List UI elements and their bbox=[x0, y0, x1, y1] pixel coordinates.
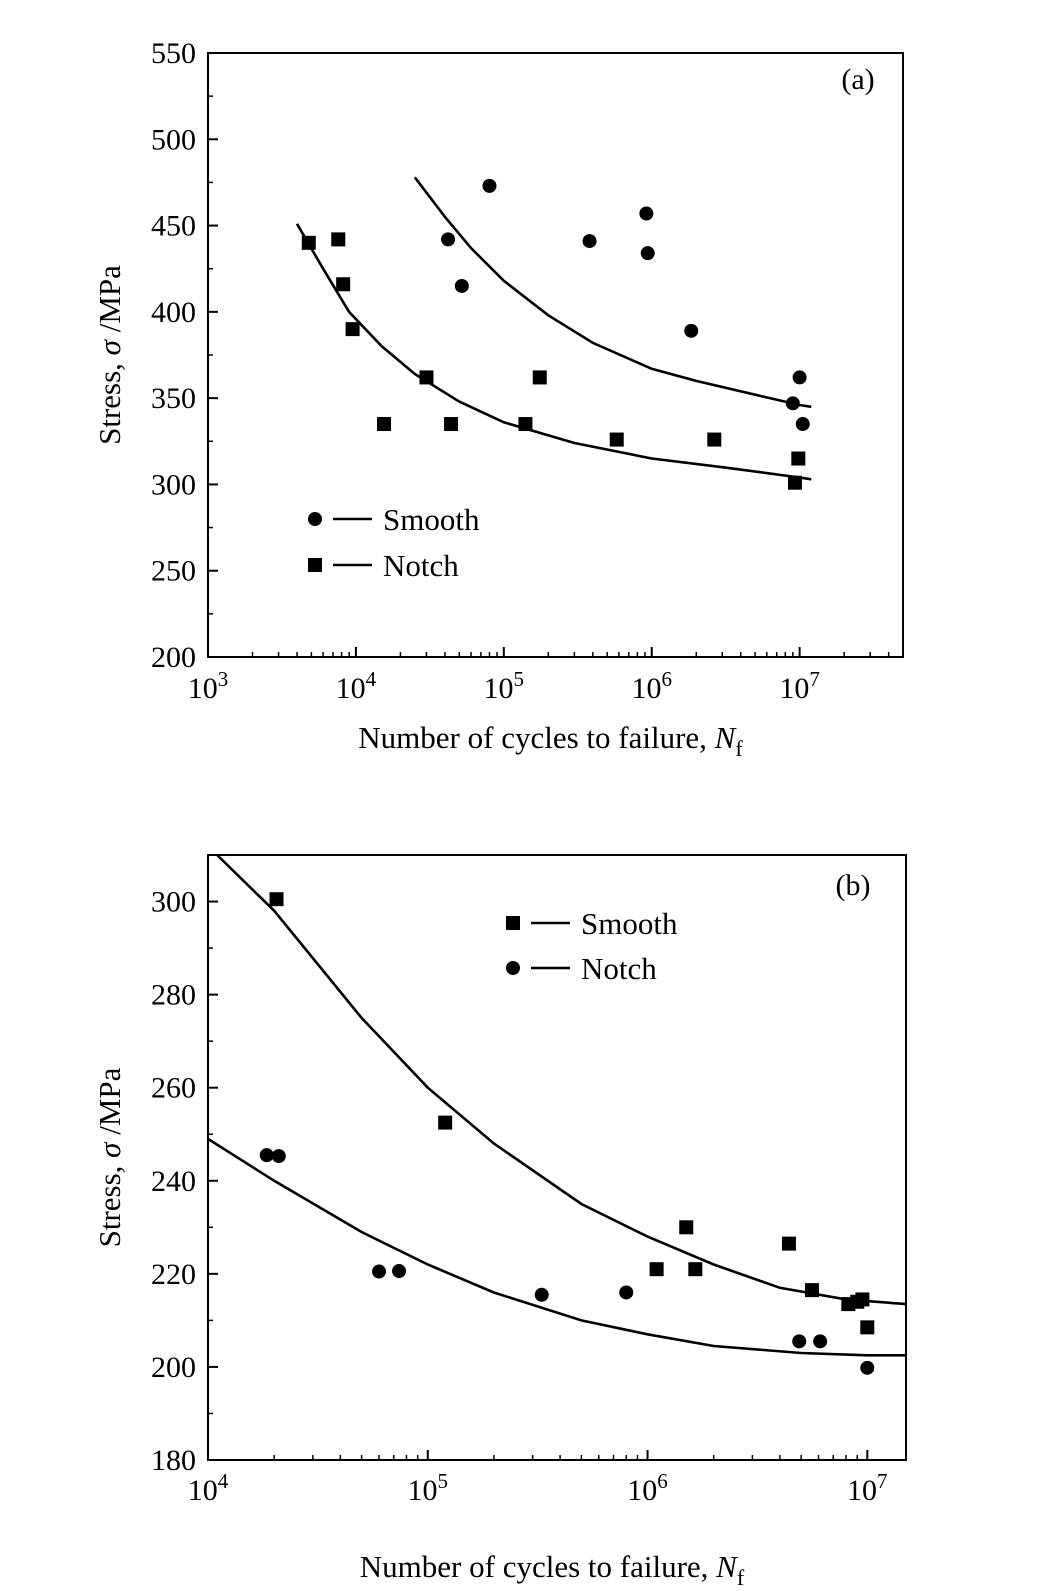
x-axis-title: Number of cycles to failure, Nf bbox=[360, 1549, 745, 1590]
data-point-smooth bbox=[640, 246, 655, 261]
x-tick-label: 103 bbox=[188, 667, 229, 705]
legend-marker-notch bbox=[308, 558, 322, 572]
data-point-smooth bbox=[582, 234, 597, 249]
fit-curve-smooth bbox=[413, 176, 812, 409]
data-point-smooth bbox=[441, 232, 456, 247]
y-tick-label: 180 bbox=[151, 1444, 196, 1477]
data-point-notch bbox=[271, 1149, 286, 1164]
data-point-smooth bbox=[792, 370, 807, 385]
data-point-smooth bbox=[454, 278, 469, 293]
y-axis-title: Stress, σ /MPa bbox=[92, 1067, 127, 1247]
data-point-smooth bbox=[684, 323, 699, 338]
chart-panel-a: 200 250 300 350 400 450 500 550 103 104 105 106 107 N… bbox=[92, 37, 904, 761]
data-point-smooth bbox=[649, 1262, 664, 1277]
data-point-smooth bbox=[795, 417, 810, 432]
fit-curve-notch bbox=[208, 1137, 906, 1357]
y-tick-label: 280 bbox=[151, 979, 196, 1012]
y-tick-label: 240 bbox=[151, 1165, 196, 1198]
y-tick-label: 400 bbox=[151, 296, 196, 329]
data-point-smooth bbox=[785, 396, 800, 411]
panel-label: (a) bbox=[841, 63, 874, 96]
data-point-notch bbox=[372, 1264, 387, 1279]
x-tick-label: 105 bbox=[484, 667, 525, 705]
y-tick-label: 250 bbox=[151, 555, 196, 588]
x-tick-label: 107 bbox=[779, 667, 820, 705]
x-axis-title: Number of cycles to failure, Nf bbox=[358, 720, 743, 761]
data-point-notch bbox=[532, 370, 547, 385]
panel-label: (b) bbox=[836, 869, 871, 902]
data-point-notch bbox=[619, 1285, 634, 1300]
y-axis-title: Stress, σ /MPa bbox=[92, 265, 127, 445]
legend-marker-smooth bbox=[308, 512, 322, 526]
data-point-smooth bbox=[804, 1283, 819, 1298]
data-point-smooth bbox=[482, 178, 497, 193]
legend-label-smooth: Smooth bbox=[383, 502, 480, 537]
chart-panel-b: 180 200 220 240 260 280 300 104 105 106 107 Number … bbox=[92, 854, 907, 1590]
data-point-notch bbox=[345, 322, 360, 337]
data-point-notch bbox=[860, 1360, 875, 1375]
data-point-notch bbox=[419, 370, 434, 385]
data-point-notch bbox=[301, 235, 316, 250]
data-point-notch bbox=[331, 232, 346, 247]
x-tick-label: 106 bbox=[627, 1469, 668, 1507]
data-point-smooth bbox=[860, 1320, 875, 1335]
y-tick-label: 300 bbox=[151, 468, 196, 501]
y-tick-label: 200 bbox=[151, 641, 196, 674]
data-point-notch bbox=[787, 475, 802, 490]
data-point-notch bbox=[813, 1334, 828, 1349]
x-tick-label: 106 bbox=[631, 667, 672, 705]
y-tick-label: 220 bbox=[151, 1258, 196, 1291]
data-point-notch bbox=[444, 417, 459, 432]
data-point-notch bbox=[336, 277, 351, 292]
data-point-notch bbox=[707, 432, 722, 447]
y-tick-label: 350 bbox=[151, 382, 196, 415]
y-tick-label: 300 bbox=[151, 886, 196, 919]
data-point-notch bbox=[792, 1334, 807, 1349]
y-tick-label: 550 bbox=[151, 37, 196, 70]
data-point-smooth bbox=[438, 1115, 453, 1130]
data-point-smooth bbox=[269, 892, 284, 907]
data-point-notch bbox=[609, 432, 624, 447]
data-point-smooth bbox=[639, 206, 654, 221]
y-tick-label: 500 bbox=[151, 123, 196, 156]
data-point-notch bbox=[791, 451, 806, 466]
data-point-smooth bbox=[781, 1236, 796, 1251]
x-tick-label: 105 bbox=[408, 1469, 449, 1507]
y-tick-label: 450 bbox=[151, 210, 196, 243]
legend-marker-notch bbox=[506, 961, 520, 975]
legend-label-notch: Notch bbox=[383, 548, 459, 583]
legend-label-smooth: Smooth bbox=[581, 906, 678, 941]
data-point-smooth bbox=[679, 1220, 694, 1235]
x-tick-label: 104 bbox=[336, 667, 377, 705]
data-point-notch bbox=[259, 1148, 274, 1163]
fit-curve-smooth bbox=[216, 855, 906, 1306]
data-point-notch bbox=[392, 1264, 407, 1279]
y-tick-label: 200 bbox=[151, 1351, 196, 1384]
y-tick-label: 260 bbox=[151, 1072, 196, 1105]
x-tick-label: 104 bbox=[188, 1469, 229, 1507]
fit-curve-notch bbox=[295, 223, 812, 481]
data-point-smooth bbox=[855, 1292, 870, 1307]
data-point-smooth bbox=[688, 1262, 703, 1277]
data-point-notch bbox=[518, 417, 533, 432]
plot-frame bbox=[207, 854, 907, 1461]
data-point-notch bbox=[534, 1287, 549, 1302]
x-tick-label: 107 bbox=[847, 1469, 888, 1507]
legend-marker-smooth bbox=[506, 916, 520, 930]
legend-label-notch: Notch bbox=[581, 951, 657, 986]
data-point-notch bbox=[377, 417, 392, 432]
